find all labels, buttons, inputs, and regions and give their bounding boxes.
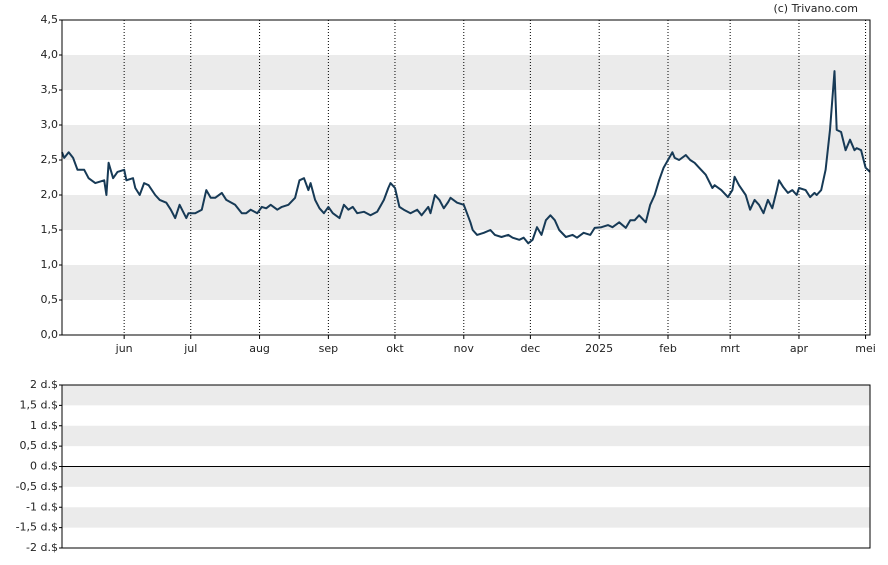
x-tick-label: okt bbox=[386, 342, 404, 355]
y-tick-label: 0,0 bbox=[41, 328, 59, 341]
y-tick-label: 2 d.$ bbox=[30, 378, 58, 391]
y-tick-label: 3,5 bbox=[41, 83, 59, 96]
y-tick-label: -1,5 d.$ bbox=[16, 521, 58, 534]
grid-band bbox=[62, 265, 870, 300]
y-tick-label: -1 d.$ bbox=[26, 500, 58, 513]
y-tick-label: -0,5 d.$ bbox=[16, 480, 58, 493]
x-tick-label: feb bbox=[659, 342, 677, 355]
grid-band bbox=[62, 466, 870, 487]
grid-band bbox=[62, 425, 870, 447]
price-line bbox=[61, 70, 871, 245]
x-tick-label: sep bbox=[319, 342, 338, 355]
y-tick-label: 0,5 d.$ bbox=[20, 439, 58, 452]
x-tick-label: dec bbox=[520, 342, 540, 355]
y-tick-label: 0,5 bbox=[41, 293, 59, 306]
y-tick-label: 4,5 bbox=[41, 13, 59, 26]
y-tick-label: 2,5 bbox=[41, 153, 59, 166]
x-tick-label: 2025 bbox=[585, 342, 613, 355]
y-tick-label: 2,0 bbox=[41, 188, 59, 201]
y-tick-label: 1,5 d.$ bbox=[20, 398, 58, 411]
plot-frame bbox=[61, 19, 871, 336]
x-tick-label: jul bbox=[183, 342, 197, 355]
x-tick-label: nov bbox=[454, 342, 475, 355]
y-tick-label: 4,0 bbox=[41, 48, 59, 61]
x-tick-label: jun bbox=[115, 342, 133, 355]
x-tick-label: mei bbox=[855, 342, 876, 355]
grid-band bbox=[62, 55, 870, 90]
y-tick-label: 3,0 bbox=[41, 118, 59, 131]
grid-band bbox=[62, 507, 870, 528]
x-tick-label: apr bbox=[790, 342, 809, 355]
credit: (c) Trivano.com bbox=[773, 2, 858, 15]
y-tick-label: 1,5 bbox=[41, 223, 59, 236]
y-tick-label: 0 d.$ bbox=[30, 460, 58, 473]
grid-band bbox=[62, 385, 870, 406]
x-tick-label: mrt bbox=[720, 342, 740, 355]
plot-frame bbox=[61, 384, 871, 549]
grid-band bbox=[62, 125, 870, 160]
y-tick-label: -2 d.$ bbox=[26, 541, 58, 554]
x-tick-label: aug bbox=[249, 342, 270, 355]
y-tick-label: 1,0 bbox=[41, 258, 59, 271]
y-tick-label: 1 d.$ bbox=[30, 419, 58, 432]
